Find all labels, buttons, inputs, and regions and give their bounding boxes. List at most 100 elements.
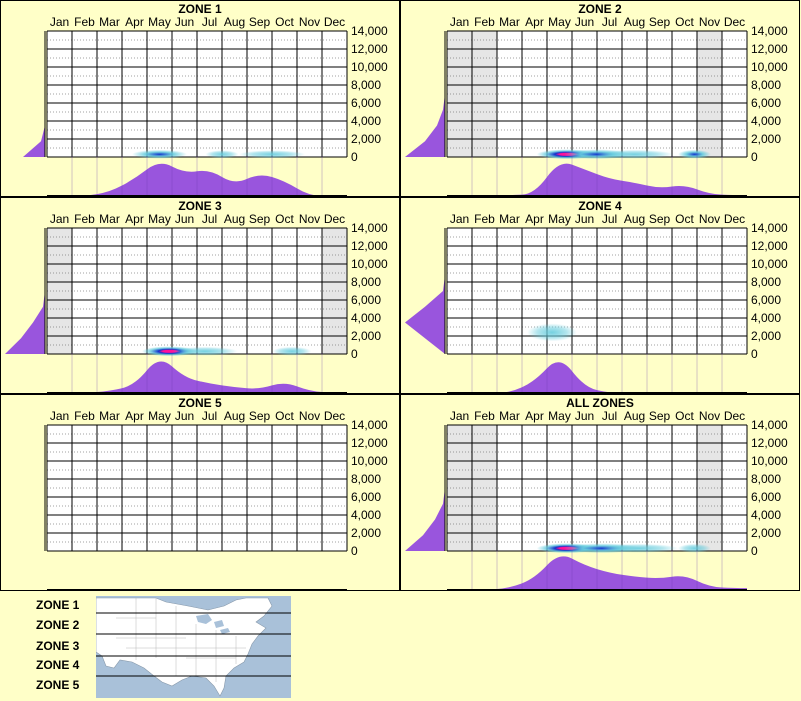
panel-title: ZONE 4 (578, 199, 622, 213)
out-of-season-band (322, 228, 347, 354)
month-label: Nov (699, 212, 720, 226)
month-label: Nov (699, 15, 720, 29)
month-label: Jul (602, 409, 617, 423)
month-label: Mar (99, 409, 120, 423)
month-label: Jan (450, 409, 469, 423)
panel-border (400, 394, 800, 591)
y-tick-label: 0 (351, 150, 358, 164)
month-label: Jul (602, 212, 617, 226)
out-of-season-band (472, 425, 497, 551)
month-label: Feb (474, 409, 495, 423)
month-label: May (548, 212, 571, 226)
y-tick-label: 0 (351, 544, 358, 558)
out-of-season-band (472, 31, 497, 157)
y-tick-label: 2,000 (351, 132, 381, 146)
panel-title: ZONE 1 (178, 2, 222, 16)
month-label: May (548, 15, 571, 29)
y-tick-label: 8,000 (351, 78, 381, 92)
panel-title: ZONE 2 (578, 2, 622, 16)
legend-zone-1: ZONE 1 (36, 598, 80, 612)
y-tick-label: 4,000 (751, 311, 781, 325)
heat-spot (171, 346, 238, 356)
month-label: Sep (649, 409, 671, 423)
month-label: Sep (249, 15, 271, 29)
month-label: May (148, 212, 171, 226)
month-label: Dec (724, 212, 745, 226)
y-tick-label: 8,000 (751, 472, 781, 486)
month-label: Aug (224, 15, 245, 29)
map-great-lakes (196, 614, 230, 634)
month-label: Apr (125, 409, 144, 423)
month-label: Jun (575, 409, 594, 423)
month-label: Feb (74, 409, 95, 423)
y-tick-label: 14,000 (751, 221, 788, 235)
y-tick-label: 2,000 (351, 526, 381, 540)
panel-border (0, 394, 400, 591)
y-tick-label: 10,000 (751, 454, 788, 468)
month-label: Jun (175, 409, 194, 423)
panel-title: ZONE 3 (178, 199, 222, 213)
month-label: Oct (675, 15, 694, 29)
month-label: Sep (249, 409, 271, 423)
month-label: Jun (575, 15, 594, 29)
heat-spot (239, 150, 305, 159)
month-label: Jul (202, 409, 217, 423)
y-tick-label: 8,000 (751, 78, 781, 92)
panel-title: ALL ZONES (566, 396, 634, 410)
month-label: Jul (202, 212, 217, 226)
panel-border (400, 197, 800, 394)
y-tick-label: 4,000 (351, 508, 381, 522)
zone-panel: ZONE 1 Jan Feb Mar Apr May Jun Jul Aug Sep Oct Nov D… (0, 0, 400, 197)
legend-zone-5: ZONE 5 (36, 678, 80, 692)
month-label: Sep (649, 212, 671, 226)
month-label: Apr (525, 409, 544, 423)
month-label: Apr (125, 212, 144, 226)
month-label: Mar (499, 212, 520, 226)
heat-spot (272, 346, 312, 356)
month-label: May (548, 409, 571, 423)
month-label: Dec (324, 15, 345, 29)
month-label: Oct (675, 212, 694, 226)
out-of-season-band (697, 31, 722, 157)
zone-panel: ZONE 4 Jan Feb Mar Apr May Jun Jul Aug Sep Oct Nov D… (400, 197, 800, 394)
y-tick-label: 4,000 (751, 508, 781, 522)
y-tick-label: 0 (751, 347, 758, 361)
y-tick-label: 2,000 (751, 329, 781, 343)
month-label: Nov (699, 409, 720, 423)
y-tick-label: 0 (351, 347, 358, 361)
heat-spot (678, 149, 711, 159)
y-tick-label: 10,000 (351, 454, 388, 468)
y-tick-label: 10,000 (751, 60, 788, 74)
month-label: Feb (474, 15, 495, 29)
y-tick-label: 6,000 (351, 293, 381, 307)
panel-border (0, 0, 400, 197)
month-label: Jun (175, 15, 194, 29)
y-tick-label: 0 (751, 150, 758, 164)
y-tick-label: 12,000 (751, 436, 788, 450)
month-label: Jun (175, 212, 194, 226)
month-label: Oct (275, 409, 294, 423)
zone-panel: ZONE 2 Jan Feb Mar Apr May Jun Jul Aug Sep Oct Nov D… (400, 0, 800, 197)
panel-border (400, 0, 800, 197)
y-tick-label: 4,000 (351, 114, 381, 128)
month-label: Feb (74, 212, 95, 226)
y-tick-label: 12,000 (351, 239, 388, 253)
north-america-map-icon (96, 596, 291, 698)
y-tick-label: 12,000 (751, 42, 788, 56)
month-label: Jul (202, 15, 217, 29)
month-label: Nov (299, 409, 320, 423)
y-tick-label: 14,000 (351, 418, 388, 432)
month-label: Sep (249, 212, 271, 226)
y-tick-label: 2,000 (351, 329, 381, 343)
y-tick-label: 12,000 (751, 239, 788, 253)
elevation-profile-area (5, 228, 45, 354)
heat-spot (601, 543, 678, 553)
zone-legend: ZONE 1 ZONE 2 ZONE 3 ZONE 4 ZONE 5 (0, 593, 801, 701)
month-label: Aug (624, 409, 645, 423)
month-label: Nov (299, 212, 320, 226)
heat-spot (596, 149, 673, 159)
y-tick-label: 14,000 (351, 24, 388, 38)
heat-spot (678, 543, 711, 553)
month-label: Jan (450, 212, 469, 226)
month-label: Feb (74, 15, 95, 29)
